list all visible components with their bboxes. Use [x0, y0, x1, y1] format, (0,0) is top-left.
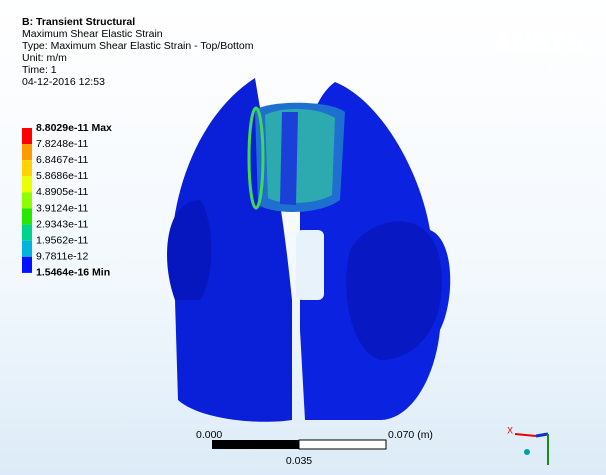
logo-version: R15.0: [548, 57, 583, 72]
legend-swatch: [22, 209, 32, 225]
scale-label: 0.070 (m): [388, 429, 433, 441]
legend-label: 6.8467e-11: [36, 154, 89, 166]
logo-name: ANSYS: [493, 27, 583, 57]
scale-bar-dark: [212, 440, 299, 449]
triad-label: X: [507, 425, 513, 435]
legend-label: 4.8905e-11: [36, 186, 89, 198]
header-line: Time: 1: [22, 64, 57, 76]
header-line: Maximum Shear Elastic Strain: [22, 28, 163, 40]
legend-swatch: [22, 176, 32, 192]
legend-swatch: [22, 192, 32, 208]
triad: X: [507, 425, 548, 465]
scale-label: 0.000: [196, 429, 222, 441]
header-title: B: Transient Structural: [22, 16, 135, 28]
legend-label: 7.8248e-11: [36, 138, 89, 150]
scale-label: 0.035: [286, 455, 312, 467]
legend-label: 8.8029e-11 Max: [36, 122, 112, 134]
result-view: B: Transient Structural Maximum Shear El…: [0, 0, 606, 475]
legend-label: 2.9343e-11: [36, 218, 89, 230]
scale-bar-light: [299, 440, 386, 449]
legend-label: 3.9124e-11: [36, 202, 89, 214]
legend-label: 9.7811e-12: [36, 251, 89, 263]
legend-label: 5.8686e-11: [36, 170, 89, 182]
model: [167, 78, 450, 422]
legend-swatch: [22, 128, 32, 144]
legend-swatch: [22, 225, 32, 241]
legend-label: 1.5464e-16 Min: [36, 267, 110, 279]
legend-swatch: [22, 257, 32, 273]
viewport: B: Transient Structural Maximum Shear El…: [0, 0, 606, 475]
header-line: Unit: m/m: [22, 52, 67, 64]
legend-swatch: [22, 144, 32, 160]
legend-label: 1.9562e-11: [36, 234, 89, 246]
legend-swatch: [22, 160, 32, 176]
header-line: 04-12-2016 12:53: [22, 76, 105, 88]
legend-swatch: [22, 241, 32, 257]
header-line: Type: Maximum Shear Elastic Strain - Top…: [22, 40, 254, 52]
